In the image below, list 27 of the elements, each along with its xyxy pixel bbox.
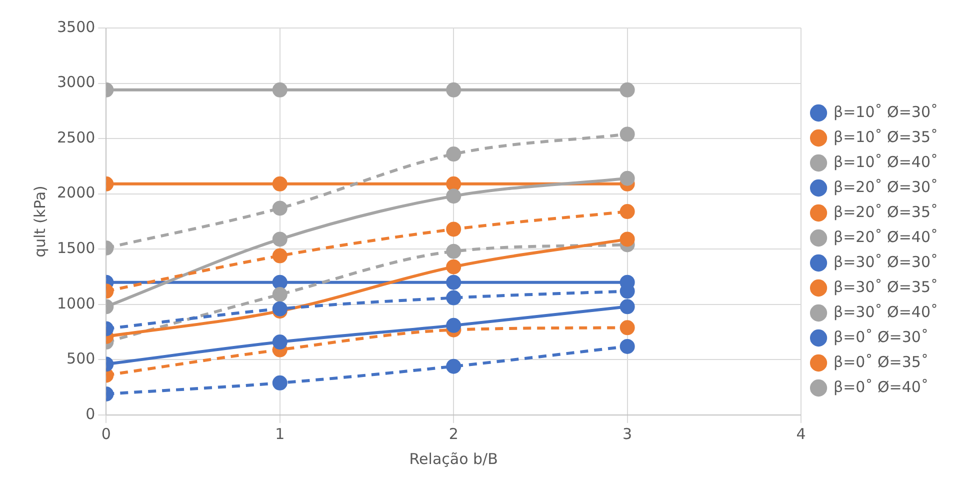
legend-label: β=10˚ Ø=30˚	[834, 102, 938, 121]
x-tick-label: 0	[101, 424, 111, 443]
y-tick-label: 2500	[56, 128, 96, 146]
x-tick-label: 1	[275, 424, 285, 443]
legend-label: β=20˚ Ø=35˚	[834, 202, 938, 221]
x-axis-title: Relação b/B	[409, 450, 498, 468]
legend-label: β=0˚ Ø=35˚	[834, 352, 928, 371]
y-tick-label: 1000	[56, 294, 96, 312]
x-tick-label: 2	[448, 424, 458, 443]
legend-label: β=10˚ Ø=40˚	[834, 152, 938, 171]
y-tick-label: 1500	[56, 239, 96, 258]
y-tick-label: 2000	[56, 184, 96, 202]
legend-label: β=30˚ Ø=35˚	[834, 278, 938, 296]
y-tick-label: 0	[86, 404, 96, 423]
legend-label: β=20˚ Ø=30˚	[834, 178, 938, 196]
legend-label: β=10˚ Ø=35˚	[834, 128, 938, 146]
y-tick-label: 3000	[56, 73, 96, 92]
legend-label: β=0˚ Ø=30˚	[834, 328, 928, 346]
y-tick-label: 3500	[56, 18, 96, 36]
x-tick-label: 3	[622, 424, 632, 443]
y-axis-title: qult (kPa)	[30, 186, 49, 258]
legend-label: β=20˚ Ø=40˚	[834, 228, 938, 246]
legend-label: β=30˚ Ø=40˚	[834, 302, 938, 321]
y-tick-label: 500	[66, 350, 96, 368]
x-tick-label: 4	[796, 424, 806, 443]
legend-label: β=0˚ Ø=40˚	[834, 378, 928, 396]
legend-label: β=30˚ Ø=30˚	[834, 252, 938, 271]
